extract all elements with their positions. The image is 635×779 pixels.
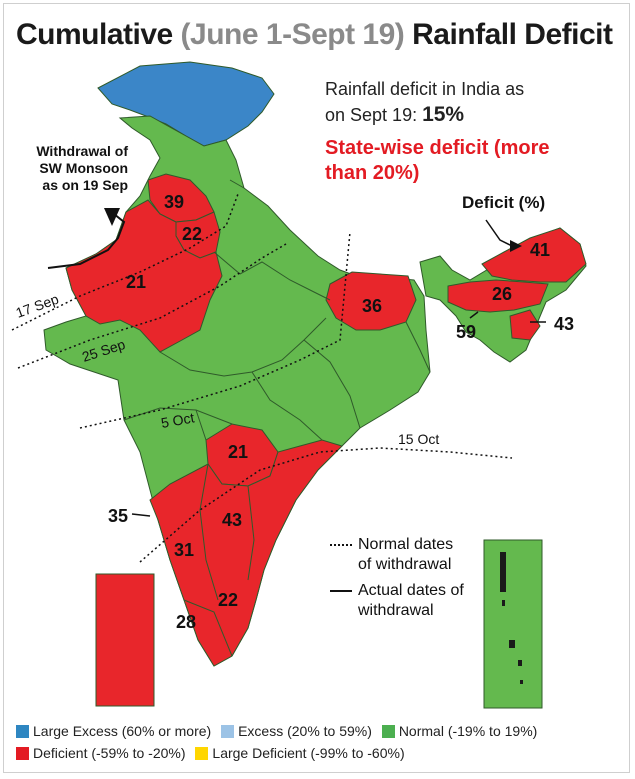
region-south-red (149, 439, 343, 667)
legend-swatch-icon (195, 747, 209, 760)
value-tamil-nadu: 22 (218, 590, 238, 610)
region-manipur (509, 309, 541, 341)
national-deficit-info: Rainfall deficit in India as on Sept 19:… (325, 79, 525, 126)
andaman-inset (483, 539, 543, 709)
date-5-oct: 5 Oct (160, 409, 196, 431)
value-karnataka-coast: 31 (174, 540, 194, 560)
value-punjab: 39 (164, 192, 184, 212)
legend-item: Large Deficient (-99% to -60%) (195, 742, 405, 764)
legend-swatch-icon (16, 747, 29, 760)
legend-item: Normal (-19% to 19%) (381, 720, 537, 742)
date-15-oct: 15 Oct (398, 431, 439, 447)
withdrawal-arrow (104, 208, 120, 226)
legend-item: Large Excess (60% or more) (16, 720, 211, 742)
value-bihar: 36 (362, 296, 382, 316)
figure-frame (3, 3, 630, 773)
legend-item: Deficient (-59% to -20%) (16, 742, 186, 764)
legend-actual-dates: Actual dates of withdrawal (330, 581, 464, 621)
category-legend: Large Excess (60% or more) Excess (20% t… (16, 720, 626, 764)
actual-withdrawal-line (47, 213, 126, 269)
value-meghalaya-assam: 26 (492, 284, 512, 304)
lakshadweep-inset (95, 573, 155, 707)
legend-swatch-icon (221, 725, 235, 738)
legend-swatch-icon (381, 725, 395, 738)
value-kerala: 28 (176, 612, 196, 632)
value-goa: 35 (108, 506, 128, 526)
withdrawal-note: Withdrawal of SW Monsoon as on 19 Sep (36, 143, 128, 193)
dotted-line-icon (330, 544, 352, 546)
value-tripura: 59 (456, 322, 476, 342)
value-karnataka-interior: 43 (222, 510, 242, 530)
date-17-sep: 17 Sep (14, 291, 61, 321)
deficit-arrow (510, 240, 522, 252)
deficit-callout-label: Deficit (%) (462, 193, 546, 212)
andaman-islands (500, 552, 523, 684)
state-borders (123, 179, 431, 657)
value-arunachal: 41 (530, 240, 550, 260)
solid-line-icon (330, 590, 352, 592)
legend-normal-dates: Normal dates of withdrawal (330, 535, 464, 575)
value-telangana: 21 (228, 442, 248, 462)
map-title: Cumulative (June 1-Sept 19) Rainfall Def… (16, 18, 613, 51)
value-manipur: 43 (554, 314, 574, 334)
region-meghalaya-assam (447, 279, 549, 313)
value-haryana: 22 (182, 224, 202, 244)
region-jammu-kashmir (97, 61, 275, 147)
region-arunachal (481, 227, 587, 283)
line-legend: Normal dates of withdrawal Actual dates … (330, 535, 464, 627)
statewise-heading: State-wise deficit (more than 20%) (325, 137, 550, 184)
legend-swatch-icon (16, 725, 29, 738)
region-rajasthan (65, 199, 223, 353)
legend-item: Excess (20% to 59%) (221, 720, 372, 742)
value-rajasthan: 21 (126, 272, 146, 292)
callout-lines (131, 219, 546, 517)
